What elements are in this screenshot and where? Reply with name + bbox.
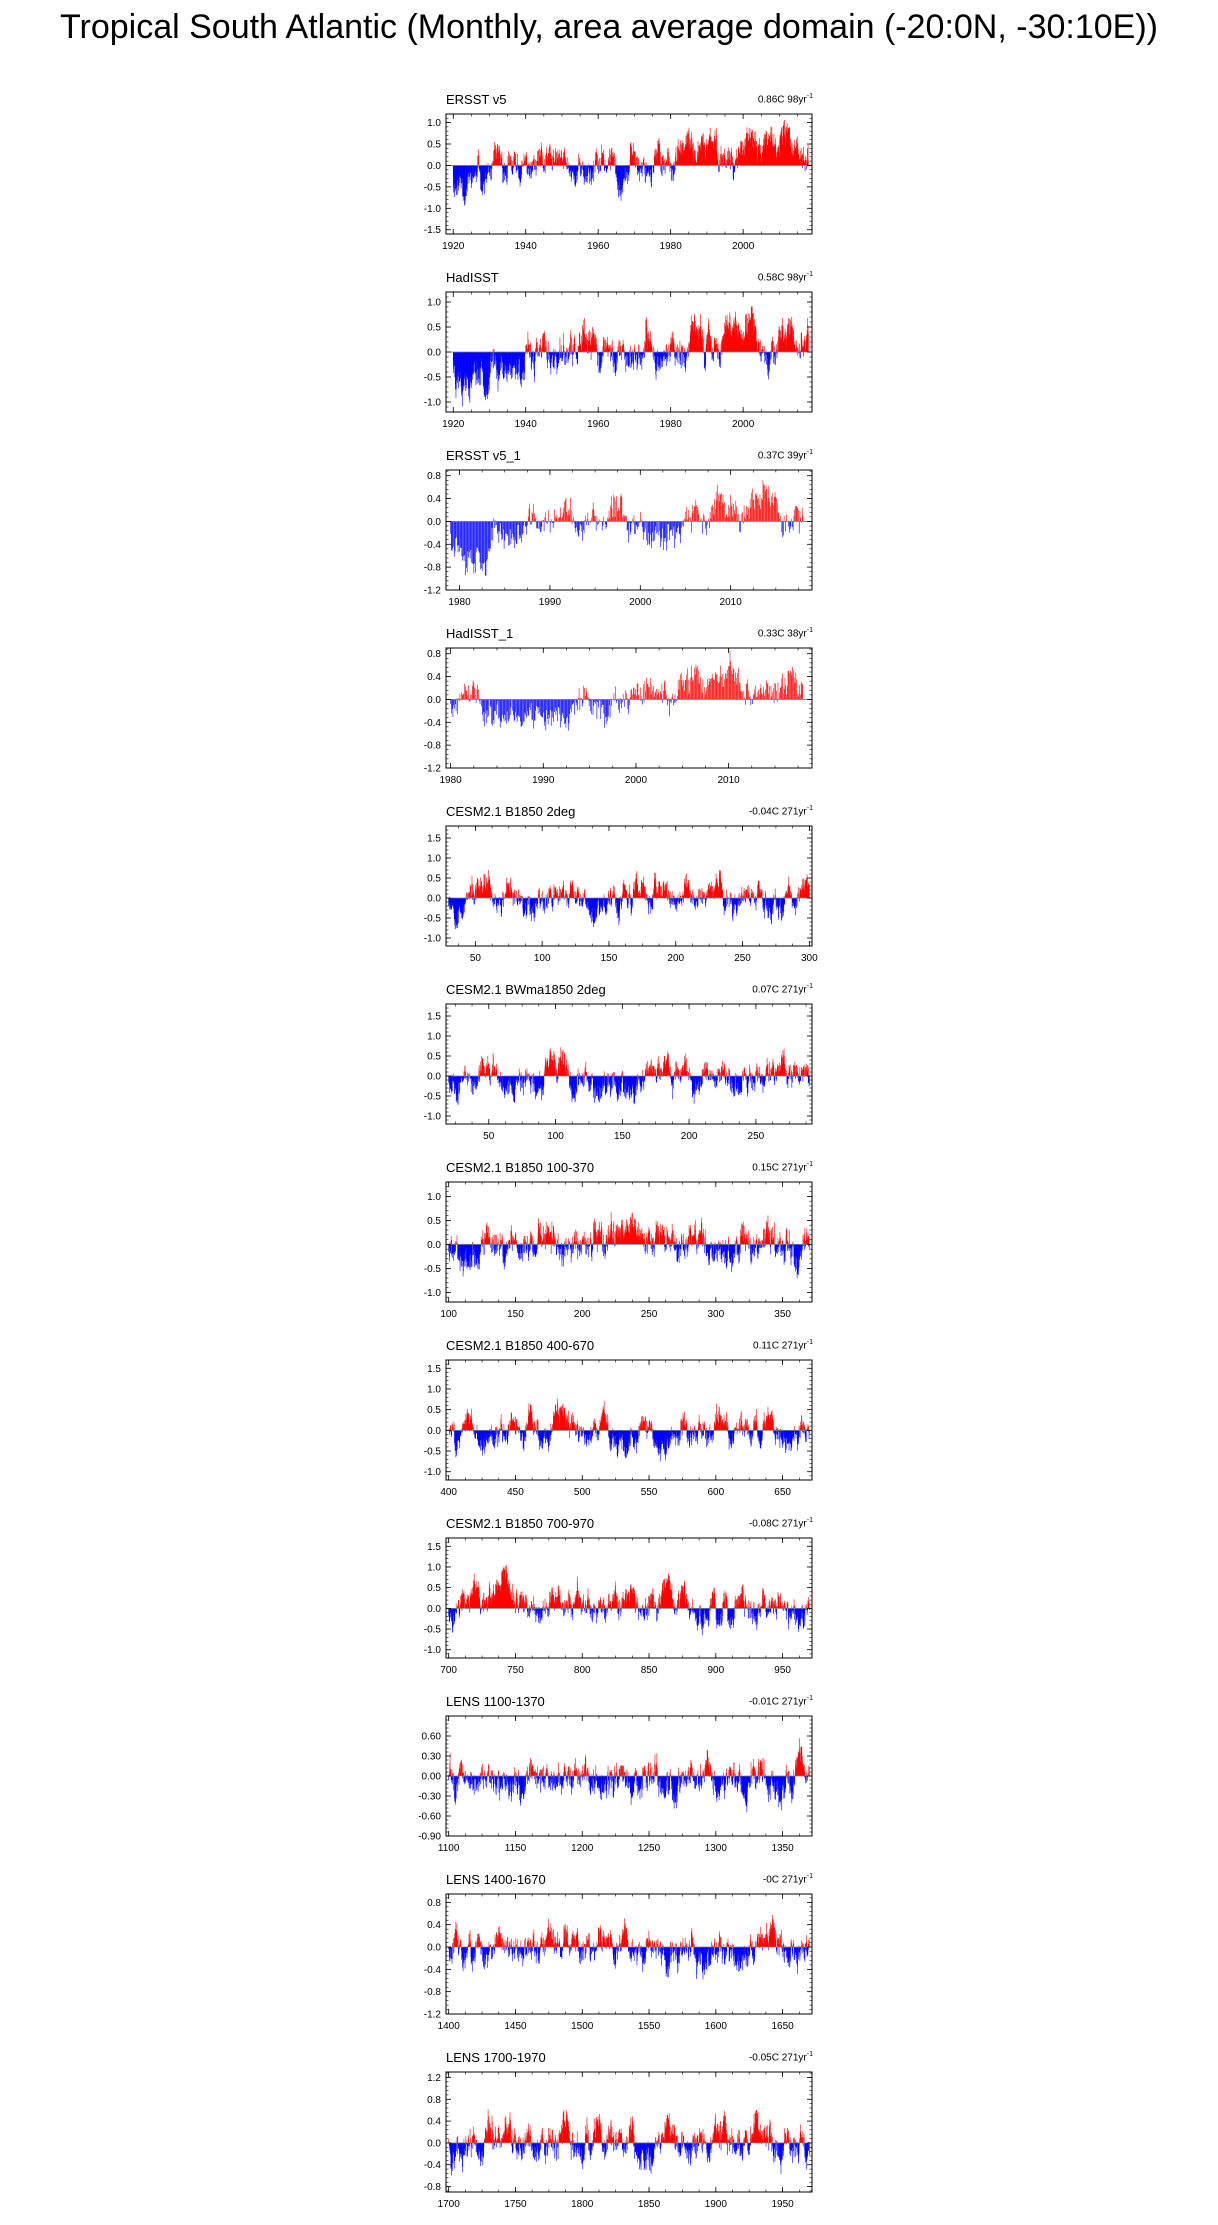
- x-tick-label: 1980: [660, 419, 683, 430]
- trend-unit-exponent: -1: [806, 449, 813, 456]
- y-tick-label: 1.0: [427, 118, 441, 129]
- x-tick-label: 1960: [587, 419, 610, 430]
- y-tick-label: 0.0: [427, 348, 441, 359]
- x-tick-label: 1920: [442, 419, 465, 430]
- x-tick-label: 2000: [732, 241, 755, 252]
- y-tick-label: -1.2: [424, 764, 442, 775]
- page-title: Tropical South Atlantic (Monthly, area a…: [60, 8, 1158, 46]
- trend-value: -0.04C 271yr: [748, 806, 807, 818]
- y-tick-label: -0.8: [424, 741, 442, 752]
- y-tick-label: -0.4: [424, 540, 442, 551]
- trend-unit-exponent: -1: [806, 271, 813, 278]
- anomaly-bar-chart: -1.5 -1.0 -0.5 0.0 0.5 1.0 1920 1940 1960 1980 200…: [424, 113, 813, 252]
- y-tick-label: -1.0: [424, 398, 442, 409]
- y-tick-label: 0.5: [427, 323, 441, 334]
- chart-panel: HadISST_1 0.33C 38yr-1 -1.2 -0.8 -0.4 0.0 0.4 0…: [420, 626, 820, 794]
- y-tick-label: -0.5: [424, 182, 442, 193]
- anomaly-bar-chart: -1.2 -0.8 -0.4 0.0 0.4 0.8 1980 1990 2000 2010: [424, 647, 813, 786]
- y-tick-label: -1.5: [424, 225, 442, 236]
- x-tick-label: 1980: [440, 775, 463, 786]
- x-tick-label: 1990: [532, 775, 555, 786]
- x-tick-label: 1940: [515, 241, 538, 252]
- anomaly-bar-chart: -1.0-0.50.00.51.01.550 100 150 200 250 300: [424, 825, 818, 964]
- anomaly-bars: [448, 869, 810, 929]
- x-tick-label: 2000: [625, 775, 648, 786]
- x-tick-label: 1990: [539, 597, 562, 608]
- trend-value: 0.37C 39yr: [757, 450, 807, 462]
- trend-unit-exponent: -1: [806, 805, 813, 812]
- y-tick-label: 0.8: [427, 471, 441, 482]
- y-tick-label: 1.0: [427, 298, 441, 309]
- trend-label: 0.33C 38yr-1: [758, 627, 813, 639]
- x-tick-label: 1980: [660, 241, 683, 252]
- trend-label: 0.86C 98yr-1: [758, 93, 813, 105]
- trend-label: 0.58C 98yr-1: [758, 271, 813, 283]
- x-tick-label: 2000: [629, 597, 652, 608]
- trend-label: 0.37C 39yr-1: [758, 449, 813, 461]
- x-tick-label: 2000: [732, 419, 755, 430]
- x-tick-label: 1940: [515, 419, 538, 430]
- anomaly-bars: [450, 480, 804, 576]
- chart-panel: ERSST v5 0.86C 98yr-1 -1.5 -1.0 -0.5 0.0 0.5 1.…: [420, 92, 820, 260]
- y-tick-label: 0.4: [427, 672, 441, 683]
- panel-title: HadISST: [446, 270, 499, 285]
- y-tick-label: -1.0: [424, 204, 442, 215]
- trend-unit-exponent: -1: [806, 627, 813, 634]
- plot-frame: [445, 469, 813, 591]
- x-tick-label: 2010: [720, 597, 743, 608]
- trend-value: 0.33C 38yr: [757, 628, 807, 640]
- y-tick-label: -0.5: [424, 373, 442, 384]
- anomaly-bar-chart: -1.0 -0.5 0.0 0.5 1.0 1920 1940 1960 1980 2000: [424, 291, 813, 430]
- x-tick-label: 1980: [448, 597, 471, 608]
- chart-panel: ERSST v5_1 0.37C 39yr-1 -1.2 -0.8 -0.4 0.0 0.4…: [420, 448, 820, 616]
- chart-panel: HadISST 0.58C 98yr-1 -1.0 -0.5 0.0 0.5 1.0 1920…: [420, 270, 820, 438]
- plot-frame: [445, 647, 813, 769]
- y-tick-label: -0.4: [424, 718, 442, 729]
- panel-title: CESM2.1 B1850 2deg: [446, 804, 576, 819]
- panel-title: HadISST_1: [446, 626, 514, 641]
- y-tick-label: 0.0: [427, 517, 441, 528]
- y-tick-label: 0.0: [427, 161, 441, 172]
- y-tick-label: 0.4: [427, 494, 441, 505]
- trend-value: 0.86C 98yr: [757, 94, 807, 106]
- y-tick-label: 0.0: [427, 695, 441, 706]
- x-tick-label: 2010: [717, 775, 740, 786]
- trend-label: -0.04C 271yr-1: [749, 805, 813, 817]
- anomaly-bars: [450, 650, 804, 731]
- y-tick-label: -0.8: [424, 563, 442, 574]
- anomaly-bars: [452, 119, 809, 206]
- x-tick-label: 1960: [587, 241, 610, 252]
- x-tick-label: 1920: [442, 241, 465, 252]
- panel-title: ERSST v5: [446, 92, 507, 107]
- y-tick-label: 0.5: [427, 140, 441, 151]
- trend-unit-exponent: -1: [806, 93, 813, 100]
- anomaly-bar-chart: -1.2 -0.8 -0.4 0.0 0.4 0.8 1980 1990 2000 2010: [424, 469, 813, 608]
- panel-title: ERSST v5_1: [446, 448, 521, 463]
- chart-panel: CESM2.1 B1850 2deg -0.04C 271yr-1 -1.0 -0.5…: [420, 804, 820, 972]
- anomaly-bars: [452, 306, 809, 407]
- y-tick-label: -1.2: [424, 586, 442, 597]
- y-tick-label: 0.8: [427, 649, 441, 660]
- trend-value: 0.58C 98yr: [757, 272, 807, 284]
